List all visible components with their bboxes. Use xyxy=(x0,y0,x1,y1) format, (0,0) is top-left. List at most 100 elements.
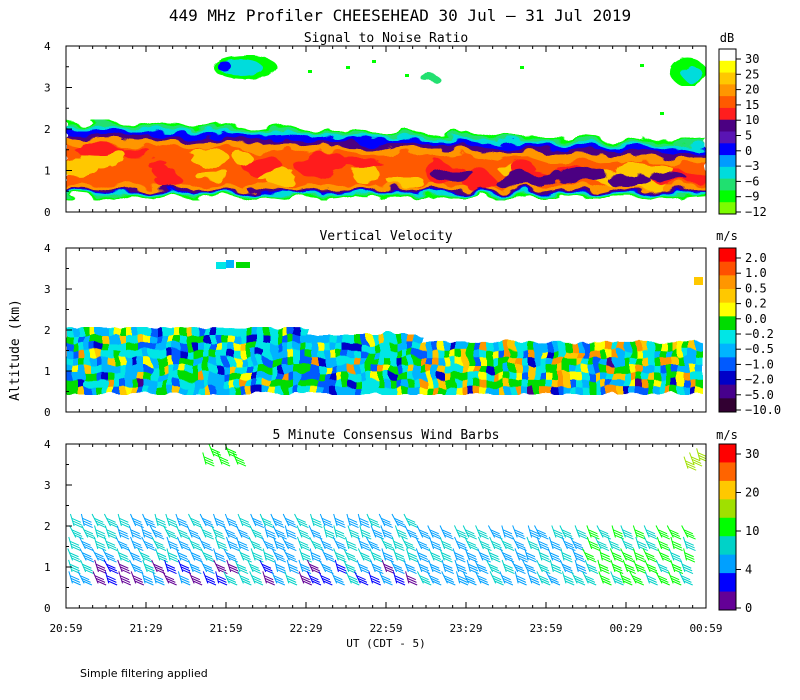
wind-barb-feather xyxy=(549,577,559,583)
wind-barb-feather xyxy=(529,529,539,535)
wind-barb xyxy=(91,513,107,529)
wind-barb-feather xyxy=(190,575,201,581)
wind-barb-feather xyxy=(624,563,634,569)
wind-barb-feather xyxy=(206,580,217,586)
wind-barb-feather xyxy=(213,529,223,535)
wind-barb-feather xyxy=(576,563,586,569)
wind-barb-feather xyxy=(142,575,153,581)
vv-cell xyxy=(516,356,523,366)
wind-barb-feather xyxy=(684,540,694,546)
vv-cell xyxy=(630,386,637,395)
wind-barb xyxy=(117,559,131,574)
wind-barb xyxy=(357,513,370,529)
vv-cell xyxy=(654,341,661,351)
wind-barb-feather xyxy=(72,520,82,526)
wind-barb-feather xyxy=(336,543,346,549)
wind-barb-feather xyxy=(541,580,551,586)
vv-cell xyxy=(636,349,643,358)
vv-cell xyxy=(648,364,655,373)
vv-cell xyxy=(468,364,475,373)
vv-cell xyxy=(318,356,325,366)
barbs-panel-title: 5 Minute Consensus Wind Barbs xyxy=(273,428,500,443)
vv-cell xyxy=(390,364,397,373)
wind-barb-feather xyxy=(134,523,144,529)
vv-cell xyxy=(696,341,703,351)
vv-cell xyxy=(114,327,121,336)
vv-cell xyxy=(618,349,625,358)
wind-barb-feather xyxy=(274,552,284,558)
wind-barb-feather xyxy=(539,577,550,583)
wind-barb-feather xyxy=(97,569,107,574)
vv-cell xyxy=(276,349,283,358)
wind-barb-feather xyxy=(635,531,645,537)
wind-barb xyxy=(200,548,215,563)
vv-cell xyxy=(576,378,583,388)
vv-cell xyxy=(306,356,313,366)
wind-barb xyxy=(380,536,395,552)
wind-barb xyxy=(489,571,504,586)
vv-cell xyxy=(186,364,193,373)
vv-cell xyxy=(432,378,439,388)
wind-barb-feather xyxy=(95,529,105,535)
wind-barb-feather xyxy=(323,552,333,558)
wind-barb-feather xyxy=(234,456,244,462)
wind-barb xyxy=(202,452,215,467)
wind-barb xyxy=(282,548,298,563)
wind-barb-feather xyxy=(96,566,107,572)
wind-barb-feather xyxy=(323,580,333,586)
wind-barb-feather xyxy=(396,523,407,529)
wind-barb xyxy=(547,548,561,563)
wind-barb-feather xyxy=(357,577,368,583)
wind-barb-feather xyxy=(478,577,488,583)
snr-contour-cell xyxy=(492,173,540,187)
wind-barb-feather xyxy=(430,566,441,572)
snr-contour-cell xyxy=(430,168,475,181)
vv-cell xyxy=(228,364,235,373)
wind-barb-feather xyxy=(210,448,221,454)
vv-cell xyxy=(330,371,337,380)
wind-barb-feather xyxy=(323,523,334,529)
vv-cell xyxy=(552,341,559,351)
wind-barb xyxy=(154,513,167,529)
wind-barb xyxy=(582,571,597,586)
wind-barb-feather xyxy=(360,529,371,535)
wind-barb xyxy=(452,548,466,563)
wind-barb xyxy=(619,571,633,586)
wind-barb-feather xyxy=(625,566,635,572)
wind-barb-feather xyxy=(479,569,489,574)
vv-cell xyxy=(264,378,271,388)
wind-barb-feather xyxy=(431,554,442,560)
vv-cell xyxy=(234,327,241,336)
vv-cell xyxy=(66,386,73,395)
vv-cell xyxy=(672,349,679,358)
wind-barb-feather xyxy=(105,554,116,560)
vv-cell xyxy=(132,378,139,388)
vv-cell xyxy=(90,371,97,380)
vv-cell xyxy=(678,349,685,358)
wind-barb-feather xyxy=(302,580,313,586)
vv-cell xyxy=(408,356,415,366)
vv-cell xyxy=(570,386,577,395)
wind-barb-feather xyxy=(239,517,249,523)
vv-cell xyxy=(186,386,193,395)
vv-cell xyxy=(312,334,319,343)
wind-barb-feather xyxy=(238,543,249,549)
wind-barb-feather xyxy=(682,566,693,572)
wind-barb-feather xyxy=(189,531,200,537)
vv-cell xyxy=(426,341,433,351)
vv-cell xyxy=(312,364,319,373)
colorbar-swatch xyxy=(719,155,736,168)
wind-barb-feather xyxy=(105,540,116,546)
snr-contour-cell xyxy=(421,74,439,82)
wind-barb-feather xyxy=(119,543,129,549)
wind-barb-feather xyxy=(443,546,453,552)
wind-barb-feather xyxy=(420,577,431,583)
vv-cell xyxy=(216,364,223,373)
wind-barb-feather xyxy=(166,517,177,523)
vv-cell xyxy=(246,364,253,373)
wind-barb xyxy=(238,548,252,563)
wind-barb-feather xyxy=(71,517,81,523)
wind-barb-feather xyxy=(216,566,227,572)
vv-cell xyxy=(132,386,139,395)
vv-cell xyxy=(198,371,205,380)
